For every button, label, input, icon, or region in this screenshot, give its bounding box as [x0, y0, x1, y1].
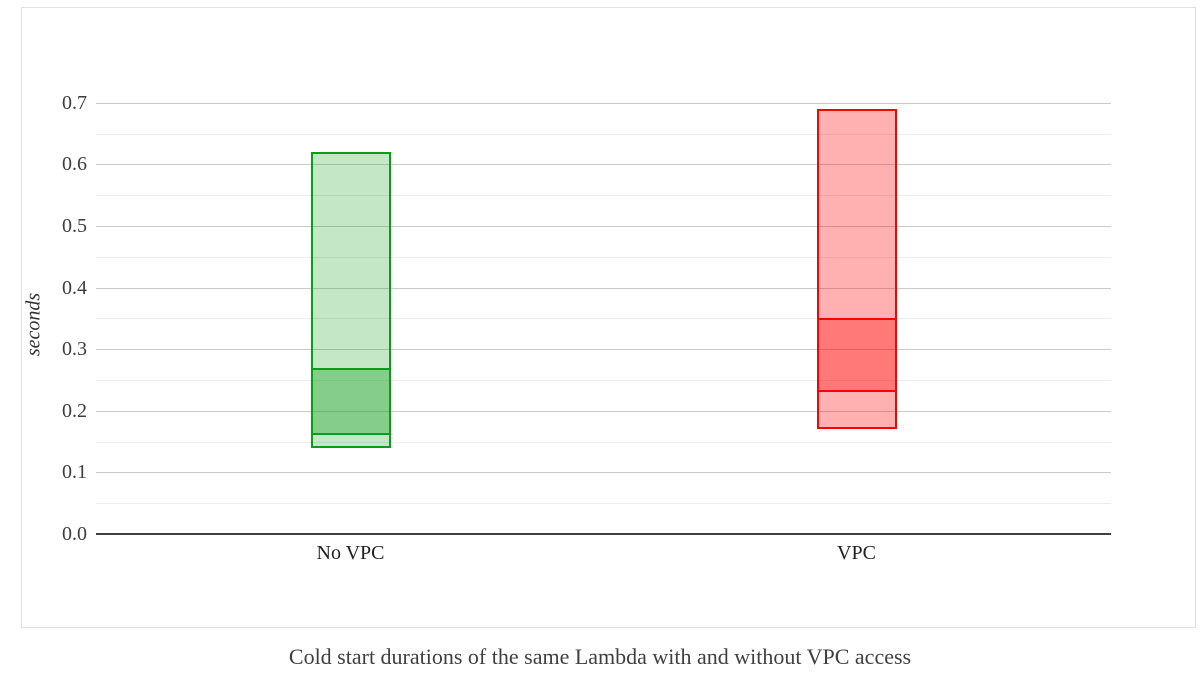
- gridline-major: [96, 226, 1111, 227]
- y-tick-label: 0.6: [62, 153, 87, 176]
- x-axis-line: [96, 533, 1111, 535]
- chart-caption: Cold start durations of the same Lambda …: [288, 644, 912, 669]
- gridline-minor: [96, 257, 1111, 258]
- gridline-minor: [96, 503, 1111, 504]
- gridline-minor: [96, 318, 1111, 319]
- gridline-major: [96, 472, 1111, 473]
- gridline-minor: [96, 442, 1111, 443]
- gridline-major: [96, 164, 1111, 165]
- chart-canvas: 0.0 0.1 0.2 0.3 0.4 0.5 0.6 0.7 No VPC VPC second…: [21, 7, 1196, 628]
- y-axis-label: seconds: [22, 292, 45, 357]
- gridline-minor: [96, 380, 1111, 381]
- range-bar-inner-vpc: [816, 318, 897, 393]
- y-tick-label: 0.1: [62, 461, 87, 484]
- range-bar-outer-vpc: [816, 108, 897, 430]
- y-tick-label: 0.5: [62, 215, 87, 237]
- plot-area: 0.0 0.1 0.2 0.3 0.4 0.5 0.6 0.7 No VPC VPC: [22, 8, 1195, 627]
- y-tick-label: 0.2: [62, 399, 87, 422]
- range-bar-inner-no-vpc: [310, 367, 391, 436]
- range-bar-outer-no-vpc: [310, 152, 391, 448]
- y-tick-label: 0.4: [62, 276, 87, 299]
- x-category-label-vpc: VPC: [837, 542, 876, 564]
- y-tick-label: 0.7: [62, 91, 87, 114]
- gridline-major: [96, 411, 1111, 412]
- gridline-major: [96, 349, 1111, 350]
- gridline-major: [96, 103, 1111, 104]
- x-category-label-no-vpc: No VPC: [316, 542, 385, 564]
- gridline-minor: [96, 134, 1111, 135]
- gridline-major: [96, 288, 1111, 289]
- gridline-minor: [96, 195, 1111, 196]
- y-tick-label: 0.3: [62, 338, 87, 361]
- y-tick-label: 0.0: [62, 523, 87, 545]
